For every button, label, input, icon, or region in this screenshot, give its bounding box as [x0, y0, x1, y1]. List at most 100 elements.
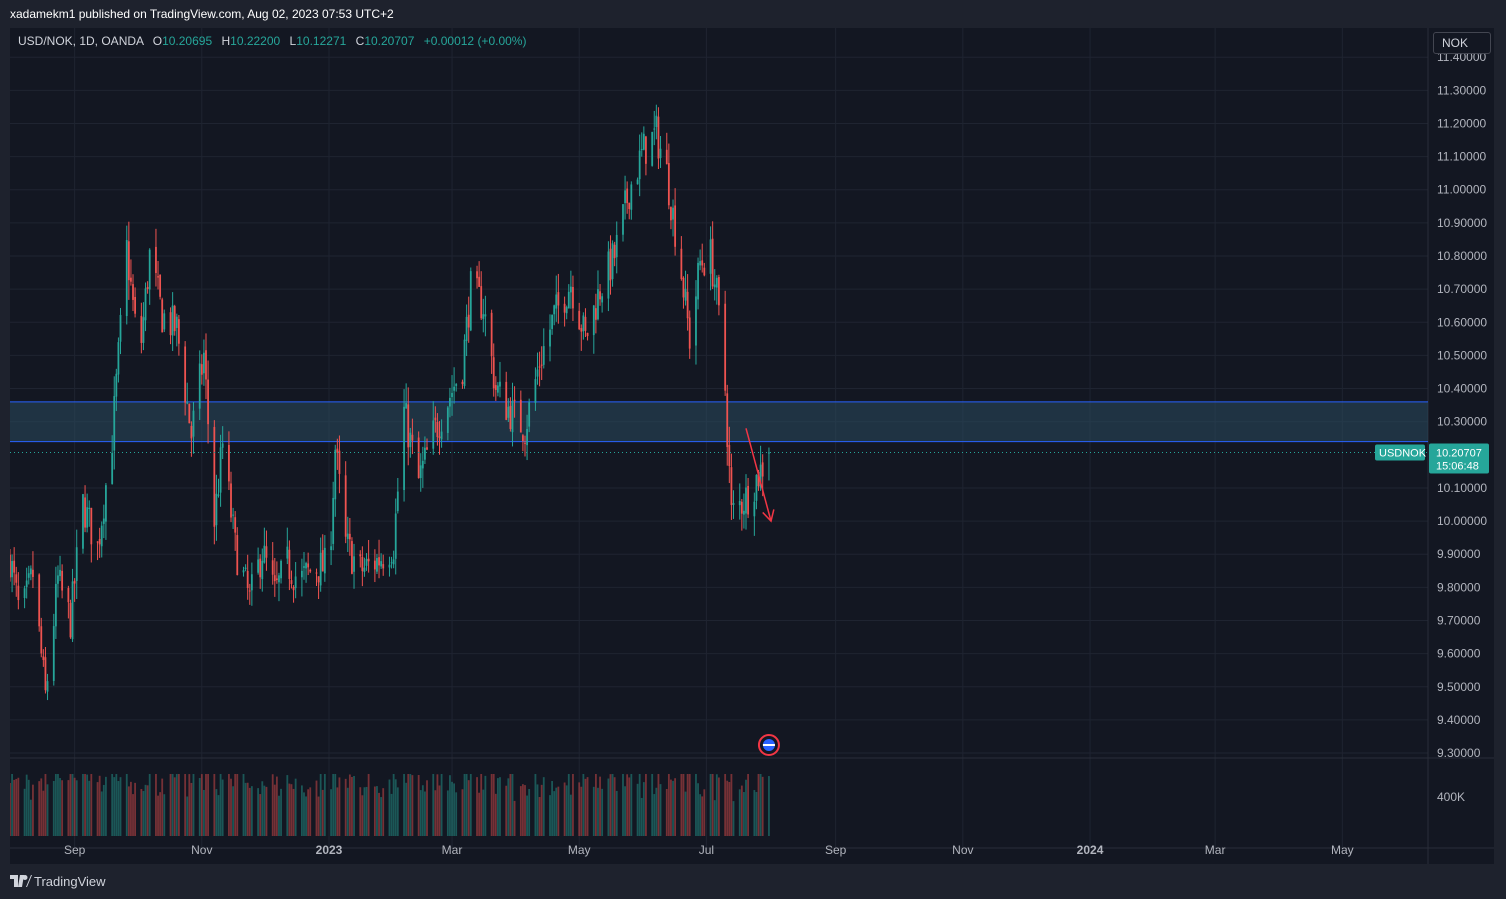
volume-bar	[177, 774, 180, 836]
footer-brand[interactable]: TradingView	[10, 872, 106, 890]
candle-body	[640, 148, 643, 150]
candle-body	[221, 443, 224, 448]
price-axis-label: 10.80000	[1437, 249, 1487, 263]
volume-bar	[75, 780, 78, 836]
candle-body	[244, 567, 247, 569]
volume-bar	[640, 797, 643, 836]
volume-bar	[436, 774, 439, 836]
volume-bar	[761, 776, 764, 836]
time-axis-label: Sep	[825, 843, 847, 857]
volume-bar	[373, 786, 376, 836]
candle-body	[630, 184, 633, 210]
volume-bar	[630, 774, 633, 836]
currency-button[interactable]: NOK	[1433, 32, 1491, 54]
candle-body	[599, 291, 601, 300]
volume-bar	[102, 784, 105, 836]
volume-bar	[715, 774, 718, 836]
volume-bar	[394, 779, 397, 836]
volume-bar	[184, 774, 187, 836]
volume-bar	[461, 789, 464, 836]
volume-bar	[125, 774, 128, 836]
volume-bar	[146, 785, 149, 836]
volume-bar	[230, 778, 232, 836]
candle-body	[555, 294, 558, 309]
candle-body	[142, 317, 145, 343]
time-axis-label: May	[1331, 843, 1354, 857]
volume-bar	[169, 774, 172, 836]
volume-bar	[161, 778, 164, 836]
volume-bar	[113, 777, 116, 836]
candle-body	[105, 485, 107, 522]
volume-bar	[465, 774, 468, 836]
candle-body	[219, 447, 222, 493]
chart-panel[interactable]: USDNOK 10.20707 15:06:48 11.40000 11.30000 11…	[10, 28, 1494, 864]
candle-body	[271, 560, 274, 575]
candle-body	[373, 560, 376, 570]
price-axis-label: 9.60000	[1437, 647, 1481, 661]
candle-body	[672, 207, 674, 220]
volume-bar	[513, 800, 516, 836]
volume-bar	[563, 782, 566, 836]
candle-body	[419, 465, 422, 478]
volume-bar	[363, 787, 366, 836]
time-axis-label: Jul	[699, 843, 714, 857]
high-label: H	[221, 34, 231, 48]
volume-bar	[613, 777, 616, 836]
volume-bar	[755, 792, 758, 836]
candle-body	[388, 564, 391, 568]
candle-body	[378, 557, 380, 566]
volume-bar	[334, 774, 337, 836]
forecast-arrow-line[interactable]	[745, 428, 772, 522]
candle-body	[482, 314, 485, 319]
candle-body	[699, 261, 702, 266]
price-chart[interactable]: USDNOK 10.2070715:06:4811.4000011.3000011…	[10, 28, 1494, 864]
volume-bar	[747, 774, 749, 836]
volume-bar	[697, 783, 699, 836]
volume-bar	[90, 774, 93, 836]
volume-bar	[376, 786, 378, 836]
zone-rectangle[interactable]	[10, 401, 1428, 442]
volume-bar	[728, 781, 731, 836]
candle-body	[426, 447, 428, 450]
candle-body	[688, 317, 691, 349]
volume-bar	[601, 788, 604, 836]
volume-bar	[567, 774, 570, 836]
volume-bar	[407, 774, 410, 836]
time-axis-label: Sep	[64, 843, 86, 857]
volume-bar	[338, 777, 341, 836]
volume-bar	[405, 782, 408, 836]
candle-body	[173, 306, 176, 332]
price-axis-label: 9.90000	[1437, 547, 1481, 561]
volume-bar	[73, 777, 76, 836]
candle-body	[565, 307, 568, 314]
candle-body	[496, 385, 499, 393]
candle-body	[438, 436, 441, 439]
candle-body	[98, 539, 101, 545]
volume-bar	[130, 781, 132, 836]
candle-body	[609, 248, 612, 281]
volume-bar	[653, 794, 656, 836]
candle-body	[13, 560, 16, 573]
volume-bar	[42, 790, 45, 836]
candle-body	[15, 574, 18, 583]
candle-body	[336, 448, 339, 453]
candle-body	[759, 464, 762, 488]
candle-body	[88, 507, 91, 510]
volume-bar	[526, 795, 528, 836]
candle-body	[155, 246, 157, 273]
candle-body	[718, 277, 720, 306]
volume-bar	[263, 785, 266, 836]
candle-body	[768, 452, 770, 454]
candle-body	[484, 314, 487, 317]
volume-bar	[480, 774, 483, 836]
candle-body	[82, 494, 84, 549]
candle-body	[17, 585, 20, 601]
candle-body	[190, 425, 193, 439]
volume-bar	[411, 775, 414, 836]
symbol-title[interactable]: USD/NOK, 1D, OANDA	[18, 34, 144, 48]
volume-bar	[569, 794, 572, 836]
candle-body	[344, 475, 347, 537]
volume-bar	[236, 774, 239, 836]
candle-body	[292, 586, 295, 591]
candle-body	[557, 292, 560, 306]
